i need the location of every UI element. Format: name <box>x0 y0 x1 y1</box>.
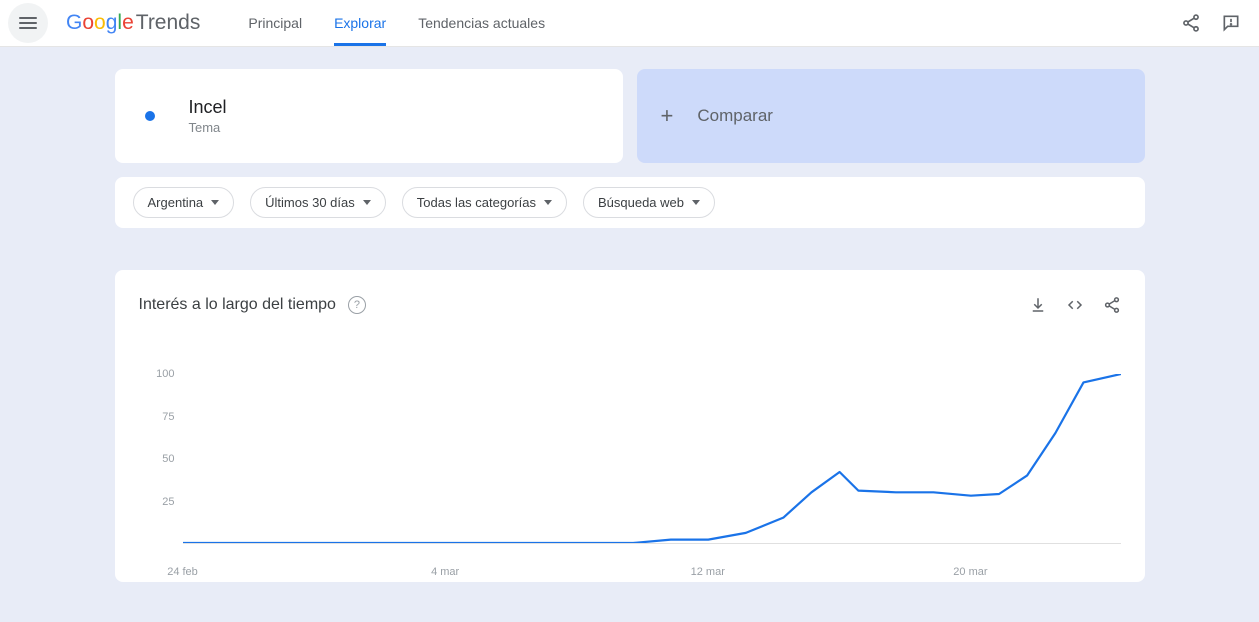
y-tick: 75 <box>162 411 174 423</box>
nav: Principal Explorar Tendencias actuales <box>248 0 545 46</box>
hamburger-icon <box>19 17 37 29</box>
chevron-down-icon <box>692 200 700 205</box>
chart-plot <box>183 374 1121 544</box>
filter-region[interactable]: Argentina <box>133 187 235 218</box>
x-tick: 12 mar <box>691 566 725 578</box>
term-subtitle: Tema <box>189 120 227 135</box>
search-term-card[interactable]: Incel Tema <box>115 69 623 163</box>
x-tick: 20 mar <box>953 566 987 578</box>
download-icon[interactable] <box>1029 296 1047 314</box>
chart-header: Interés a lo largo del tiempo ? <box>139 296 1121 314</box>
x-tick: 4 mar <box>431 566 459 578</box>
filter-time[interactable]: Últimos 30 días <box>250 187 386 218</box>
share-icon[interactable] <box>1171 3 1211 43</box>
plus-icon: + <box>661 103 674 129</box>
filters-bar: Argentina Últimos 30 días Todas las cate… <box>115 177 1145 228</box>
logo-product: Trends <box>136 11 201 35</box>
nav-item-principal[interactable]: Principal <box>248 0 302 46</box>
filter-category-label: Todas las categorías <box>417 195 536 210</box>
header: Google Trends Principal Explorar Tendenc… <box>0 0 1259 47</box>
y-tick: 50 <box>162 453 174 465</box>
trend-line <box>183 374 1121 543</box>
term-color-dot <box>145 111 155 121</box>
compare-button[interactable]: + Comparar <box>637 69 1145 163</box>
y-tick: 25 <box>162 496 174 508</box>
chart-actions <box>1029 296 1121 314</box>
share-chart-icon[interactable] <box>1103 296 1121 314</box>
nav-item-tendencias[interactable]: Tendencias actuales <box>418 0 545 46</box>
filter-region-label: Argentina <box>148 195 204 210</box>
content: Incel Tema + Comparar Argentina Últimos … <box>115 47 1145 582</box>
help-icon[interactable]: ? <box>348 296 366 314</box>
logo[interactable]: Google Trends <box>66 11 200 35</box>
filter-searchtype[interactable]: Búsqueda web <box>583 187 715 218</box>
feedback-icon[interactable] <box>1211 3 1251 43</box>
filter-time-label: Últimos 30 días <box>265 195 355 210</box>
x-tick: 24 feb <box>167 566 198 578</box>
chevron-down-icon <box>211 200 219 205</box>
compare-label: Comparar <box>697 106 773 126</box>
menu-button[interactable] <box>8 3 48 43</box>
chart-card: Interés a lo largo del tiempo ? <box>115 270 1145 582</box>
filter-searchtype-label: Búsqueda web <box>598 195 684 210</box>
chart-title: Interés a lo largo del tiempo <box>139 296 336 314</box>
embed-icon[interactable] <box>1065 296 1085 314</box>
y-axis: 255075100 <box>139 374 175 544</box>
chart-body: 255075100 24 feb4 mar12 mar20 mar <box>139 374 1121 574</box>
nav-item-explorar[interactable]: Explorar <box>334 0 386 46</box>
chevron-down-icon <box>544 200 552 205</box>
line-chart-svg <box>183 374 1121 543</box>
search-row: Incel Tema + Comparar <box>115 69 1145 163</box>
term-title: Incel <box>189 97 227 118</box>
chevron-down-icon <box>363 200 371 205</box>
filter-category[interactable]: Todas las categorías <box>402 187 567 218</box>
y-tick: 100 <box>156 368 174 380</box>
